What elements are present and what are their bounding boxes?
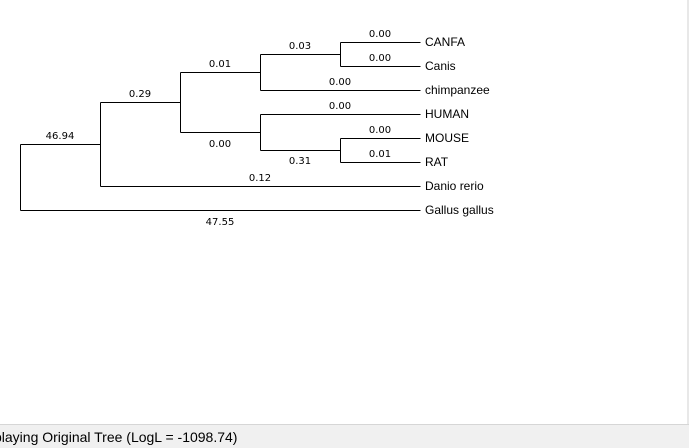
branch-length-rat: 0.01 xyxy=(369,149,391,160)
taxon-label-canfa[interactable]: CANFA xyxy=(425,35,465,49)
branch-length-canfa: 0.00 xyxy=(369,29,391,40)
taxon-label-gallus-gallus[interactable]: Gallus gallus xyxy=(425,203,494,217)
taxon-label-chimpanzee[interactable]: chimpanzee xyxy=(425,83,490,97)
phylogenetic-tree: 0.00 0.00 0.03 0.00 0.01 0.00 0.00 0.01 … xyxy=(20,29,494,228)
status-bar: playing Original Tree (LogL = -1098.74) xyxy=(0,424,689,448)
scroll-edge xyxy=(687,0,689,424)
branch-length-mammal-clade: 0.29 xyxy=(129,89,151,100)
branch-length-chimpanzee: 0.00 xyxy=(329,77,351,88)
branch-length-mouse-rat: 0.31 xyxy=(289,156,311,167)
taxon-label-human[interactable]: HUMAN xyxy=(425,107,469,121)
status-text: playing Original Tree (LogL = -1098.74) xyxy=(0,429,238,445)
tree-branches xyxy=(20,42,421,211)
branch-length-human: 0.00 xyxy=(329,101,351,112)
branch-length-ingroup: 46.94 xyxy=(46,131,75,142)
tree-canvas[interactable]: 0.00 0.00 0.03 0.00 0.01 0.00 0.00 0.01 … xyxy=(0,0,689,424)
taxon-labels: CANFA Canis chimpanzee HUMAN MOUSE RAT D… xyxy=(425,35,494,217)
taxon-label-rat[interactable]: RAT xyxy=(425,155,449,169)
branch-length-dog-chimp-clade: 0.01 xyxy=(209,59,231,70)
branch-length-mouse: 0.00 xyxy=(369,125,391,136)
branch-length-gallus-gallus: 47.55 xyxy=(206,217,235,228)
branch-length-danio-rerio: 0.12 xyxy=(249,173,271,184)
taxon-label-danio-rerio[interactable]: Danio rerio xyxy=(425,179,484,193)
branch-length-canfa-canis: 0.03 xyxy=(289,41,311,52)
branch-length-human-rodent-clade: 0.00 xyxy=(209,139,231,150)
branch-length-canis: 0.00 xyxy=(369,53,391,64)
branch-length-labels: 0.00 0.00 0.03 0.00 0.01 0.00 0.00 0.01 … xyxy=(46,29,391,228)
taxon-label-canis[interactable]: Canis xyxy=(425,59,456,73)
taxon-label-mouse[interactable]: MOUSE xyxy=(425,131,469,145)
